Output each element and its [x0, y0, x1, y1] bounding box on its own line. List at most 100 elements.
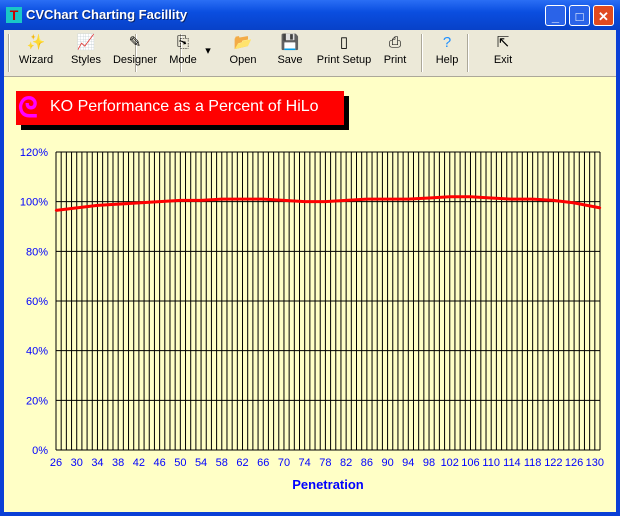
y-tick-label: 80%: [26, 246, 48, 258]
y-tick-label: 40%: [26, 346, 48, 358]
data-point: [96, 204, 99, 207]
close-button[interactable]: ✕: [593, 5, 614, 26]
data-point: [344, 199, 348, 202]
data-point: [448, 195, 451, 198]
toolbar-separator: [467, 34, 469, 72]
toolbar-button-mode[interactable]: ⎘ Mode: [162, 32, 204, 74]
toolbar-button-label: Mode: [169, 54, 197, 66]
x-tick-label: 82: [340, 457, 352, 469]
data-point: [386, 197, 389, 201]
data-point: [598, 206, 602, 210]
toolbar-button-help[interactable]: ? Help: [430, 32, 464, 74]
copy-icon: ⎘: [176, 34, 189, 51]
toolbar-button-label: Exit: [493, 54, 513, 66]
x-tick-label: 90: [381, 457, 393, 469]
toolbar: ✨ Wizard 📈 Styles ✎ Designer ⎘ Mode ▾ 📂 Open 💾 Save ▯…: [4, 30, 616, 77]
minimize-button[interactable]: _: [545, 5, 566, 26]
magic-wand-icon: ✨: [26, 34, 46, 51]
toolbar-button-designer[interactable]: ✎ Designer: [110, 32, 160, 74]
series-line-ko: [55, 195, 601, 212]
toolbar-button-exit[interactable]: ⇱ Exit: [484, 32, 522, 74]
line-chart: 0% 20% 40% 60% 80% 100% 120% 26 30 34 38 42 46 50 54 58…: [20, 147, 604, 492]
data-point: [199, 199, 203, 202]
title-bar[interactable]: T CVChart Charting Facillity _ □ ✕: [0, 0, 620, 30]
toolbar-button-print[interactable]: ⎙ Print: [375, 32, 415, 74]
help-icon: ?: [442, 34, 452, 51]
x-tick-label: 106: [461, 457, 479, 469]
y-tick-label: 0%: [32, 445, 48, 457]
data-point: [510, 197, 514, 201]
data-point: [552, 199, 555, 202]
toolbar-button-save[interactable]: 💾 Save: [271, 32, 309, 74]
toolbar-button-open[interactable]: 📂 Open: [223, 32, 263, 74]
toolbar-button-wizard[interactable]: ✨ Wizard: [12, 32, 60, 74]
page-setup-icon: ▯: [339, 34, 349, 51]
pen-icon: ✎: [128, 34, 142, 51]
toolbar-button-print-setup[interactable]: ▯ Print Setup: [314, 32, 374, 74]
data-point: [303, 200, 306, 203]
logo-icon: ᘓ: [18, 92, 38, 123]
chart-styles-icon: 📈: [76, 34, 96, 51]
mode-dropdown-arrow-icon[interactable]: ▾: [205, 45, 211, 57]
x-tick-label: 74: [299, 457, 311, 469]
folder-open-icon: 📂: [233, 34, 253, 51]
x-tick-label: 46: [153, 457, 165, 469]
toolbar-separator: [180, 34, 182, 72]
data-point: [531, 197, 534, 201]
chart-area: ᘓ KO Performance as a Percent of HiLo 0%…: [4, 77, 616, 512]
x-tick-label: 26: [50, 457, 62, 469]
toolbar-grip[interactable]: [8, 34, 10, 72]
toolbar-button-styles[interactable]: 📈 Styles: [66, 32, 106, 74]
data-point: [282, 199, 286, 202]
toolbar-button-label: Open: [229, 54, 257, 66]
chart-title-banner: ᘓ KO Performance as a Percent of HiLo: [16, 91, 344, 125]
x-tick-label: 38: [112, 457, 124, 469]
printer-icon: ⎙: [388, 34, 401, 51]
toolbar-button-label: Styles: [71, 54, 101, 66]
exit-icon: ⇱: [496, 34, 510, 51]
toolbar-button-label: Wizard: [18, 54, 54, 66]
x-tick-label: 94: [402, 457, 414, 469]
x-tick-label: 62: [236, 457, 248, 469]
x-tick-label: 110: [482, 457, 500, 469]
x-tick-label: 42: [133, 457, 145, 469]
data-point: [572, 201, 576, 205]
data-point: [179, 199, 182, 202]
toolbar-separator: [421, 34, 423, 72]
data-point: [75, 206, 78, 210]
x-tick-label: 130: [586, 457, 604, 469]
data-point: [407, 197, 410, 201]
data-point: [137, 201, 141, 205]
toolbar-button-label: Designer: [112, 54, 158, 66]
window-title: CVChart Charting Facillity: [26, 7, 188, 22]
x-tick-label: 54: [195, 457, 207, 469]
data-point: [427, 196, 431, 200]
x-tick-label: 86: [361, 457, 373, 469]
x-tick-label: 118: [524, 457, 542, 469]
maximize-button[interactable]: □: [569, 5, 590, 26]
toolbar-button-label: Print: [383, 54, 407, 66]
y-tick-label: 120%: [20, 147, 48, 159]
x-tick-label: 70: [278, 457, 290, 469]
x-tick-label: 122: [544, 457, 562, 469]
data-point: [365, 197, 369, 201]
data-point: [490, 196, 493, 200]
x-tick-label: 78: [319, 457, 331, 469]
x-tick-label: 30: [71, 457, 83, 469]
x-tick-label: 98: [423, 457, 435, 469]
x-tick-label: 58: [216, 457, 228, 469]
x-tick-label: 50: [174, 457, 186, 469]
x-tick-label: 114: [503, 457, 521, 469]
data-point: [116, 202, 120, 206]
toolbar-button-label: Save: [277, 54, 303, 66]
data-point: [220, 197, 223, 201]
chart-title: KO Performance as a Percent of HiLo: [50, 98, 319, 115]
data-point: [262, 197, 265, 201]
data-point: [241, 197, 244, 201]
x-tick-label: 126: [565, 457, 583, 469]
data-point: [324, 200, 327, 203]
toolbar-button-label: Help: [435, 54, 459, 66]
toolbar-button-label: Print Setup: [316, 54, 372, 66]
toolbar-separator: [135, 34, 137, 72]
